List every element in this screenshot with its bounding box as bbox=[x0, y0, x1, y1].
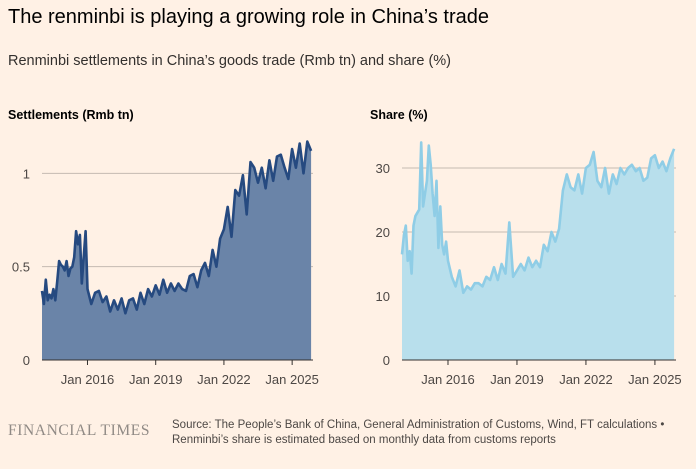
settlements-xtick-label: Jan 2019 bbox=[129, 372, 183, 387]
share-ytick-label: 20 bbox=[376, 225, 390, 240]
settlements-panel: Settlements (Rmb tn) 0 0.5 1 Jan 2016 Jan 201… bbox=[8, 108, 319, 387]
settlements-panel-title: Settlements (Rmb tn) bbox=[8, 108, 134, 122]
share-ytick-label: 0 bbox=[383, 353, 390, 368]
settlements-ytick-label: 1 bbox=[23, 166, 30, 181]
source-note: Source: The People’s Bank of China, Gene… bbox=[172, 419, 665, 446]
share-ytick-label: 10 bbox=[376, 289, 390, 304]
share-panel: Share (%) 0 10 20 30 Jan 2016 Jan 2019 Jan 2022… bbox=[370, 108, 682, 387]
share-xtick-label: Jan 2019 bbox=[490, 372, 544, 387]
share-series-line bbox=[400, 141, 676, 295]
share-xtick-label: Jan 2016 bbox=[421, 372, 475, 387]
share-area bbox=[402, 142, 675, 360]
share-xtick-label: Jan 2022 bbox=[559, 372, 613, 387]
settlements-xtick-label: Jan 2022 bbox=[197, 372, 251, 387]
settlements-series-line bbox=[40, 140, 313, 315]
chart-title: The renminbi is playing a growing role i… bbox=[8, 6, 489, 28]
settlements-xtick-label: Jan 2025 bbox=[265, 372, 319, 387]
settlements-xtick-label: Jan 2016 bbox=[61, 372, 115, 387]
share-xtick-label: Jan 2025 bbox=[628, 372, 682, 387]
ft-logo: FINANCIAL TIMES bbox=[8, 422, 151, 439]
chart-subtitle: Renminbi settlements in China’s goods tr… bbox=[8, 53, 451, 69]
share-ytick-label: 30 bbox=[376, 161, 390, 176]
share-panel-title: Share (%) bbox=[370, 108, 428, 122]
settlements-ytick-label: 0 bbox=[23, 353, 30, 368]
settlements-ytick-label: 0.5 bbox=[12, 260, 30, 275]
